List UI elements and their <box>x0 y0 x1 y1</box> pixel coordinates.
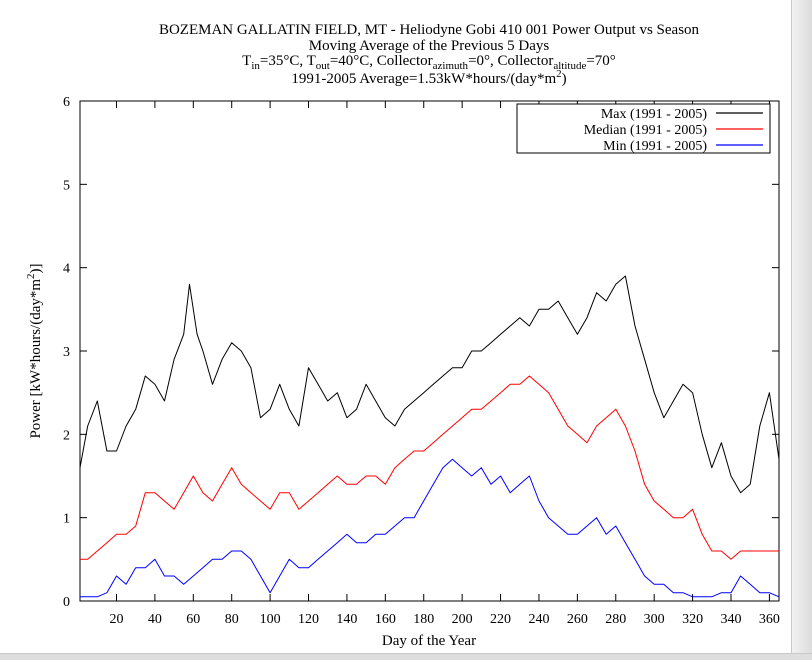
y-tick-label: 5 <box>63 178 70 193</box>
y-tick-label: 2 <box>63 428 70 443</box>
y-tick-label: 4 <box>63 262 70 277</box>
window-bottom-edge <box>0 653 812 660</box>
chart-figure: BOZEMAN GALLATIN FIELD, MT - Heliodyne G… <box>25 22 780 649</box>
x-tick-label: 320 <box>682 612 703 627</box>
y-label-text: Power [kW*hours/(day*m <box>28 279 44 439</box>
y-tick-label: 1 <box>63 512 70 527</box>
window-scroll-edge <box>791 0 812 660</box>
chart-title: BOZEMAN GALLATIN FIELD, MT - Heliodyne G… <box>159 22 700 87</box>
x-axis-label: Day of the Year <box>382 633 476 649</box>
x-tick-label: 40 <box>148 612 162 627</box>
t-symbol-2: T <box>307 53 316 69</box>
x-tick-label: 120 <box>298 612 319 627</box>
superscript-2: 2 <box>556 68 562 80</box>
title-line-1: BOZEMAN GALLATIN FIELD, MT - Heliodyne G… <box>159 22 700 38</box>
x-tick-label: 140 <box>336 612 357 627</box>
y-label-superscript: 2 <box>25 273 37 279</box>
title-line-3: Tin=35°C, Tout=40°C, Collectorazimuth=0°… <box>242 53 616 72</box>
legend-label-1: Max (1991 - 2005) <box>601 107 707 122</box>
subscript-out: out <box>316 60 330 72</box>
x-tick-label: 220 <box>490 612 511 627</box>
legend-label-2: Median (1991 - 2005) <box>584 123 708 138</box>
y-tick-label: 3 <box>63 345 70 360</box>
x-tick-label: 180 <box>413 612 434 627</box>
x-tick-label: 360 <box>759 612 780 627</box>
tout-value: =40°C, Collector <box>330 53 433 69</box>
series-line-1 <box>79 275 780 494</box>
x-tick-label: 80 <box>225 612 239 627</box>
y-tick-label: 6 <box>63 95 70 110</box>
plot-area-border <box>79 100 780 602</box>
x-tick-label: 340 <box>720 612 741 627</box>
subscript-altitude: altitude <box>553 60 586 72</box>
average-close-paren: ) <box>562 71 567 87</box>
x-tick-label: 20 <box>109 612 123 627</box>
azimuth-value: =0°, Collector <box>468 53 553 69</box>
series-line-2 <box>80 375 779 560</box>
x-tick-label: 260 <box>567 612 588 627</box>
x-tick-label: 280 <box>605 612 626 627</box>
y-label-close: )] <box>28 263 44 273</box>
legend: Max (1991 - 2005)Median (1991 - 2005)Min… <box>516 103 771 154</box>
y-axis-label: Power [kW*hours/(day*m2)] <box>25 263 44 438</box>
subscript-in: in <box>251 60 260 72</box>
series-line-3 <box>80 458 780 598</box>
series-lines <box>79 275 780 598</box>
legend-label-3: Min (1991 - 2005) <box>603 139 707 154</box>
tin-value: =35°C, <box>260 53 307 69</box>
title-line-2: Moving Average of the Previous 5 Days <box>309 38 550 54</box>
axis-ticks <box>80 100 779 602</box>
x-tick-label: 100 <box>260 612 281 627</box>
x-tick-label: 160 <box>375 612 396 627</box>
legend-entries: Max (1991 - 2005)Median (1991 - 2005)Min… <box>584 107 763 154</box>
x-tick-label: 300 <box>644 612 665 627</box>
x-tick-label: 60 <box>186 612 200 627</box>
x-tick-label: 200 <box>452 612 473 627</box>
x-tick-label: 240 <box>528 612 549 627</box>
t-symbol: T <box>242 53 251 69</box>
title-line-4: 1991-2005 Average=1.53kW*hours/(day*m2) <box>291 68 566 87</box>
altitude-value: =70° <box>586 53 615 69</box>
subscript-azimuth: azimuth <box>433 60 469 72</box>
average-text: 1991-2005 Average=1.53kW*hours/(day*m <box>291 71 556 87</box>
tick-labels: 20 40 60 80 100 120 140 160 180 200 220 240 260 280 30… <box>63 95 780 627</box>
y-tick-label: 0 <box>63 595 70 610</box>
